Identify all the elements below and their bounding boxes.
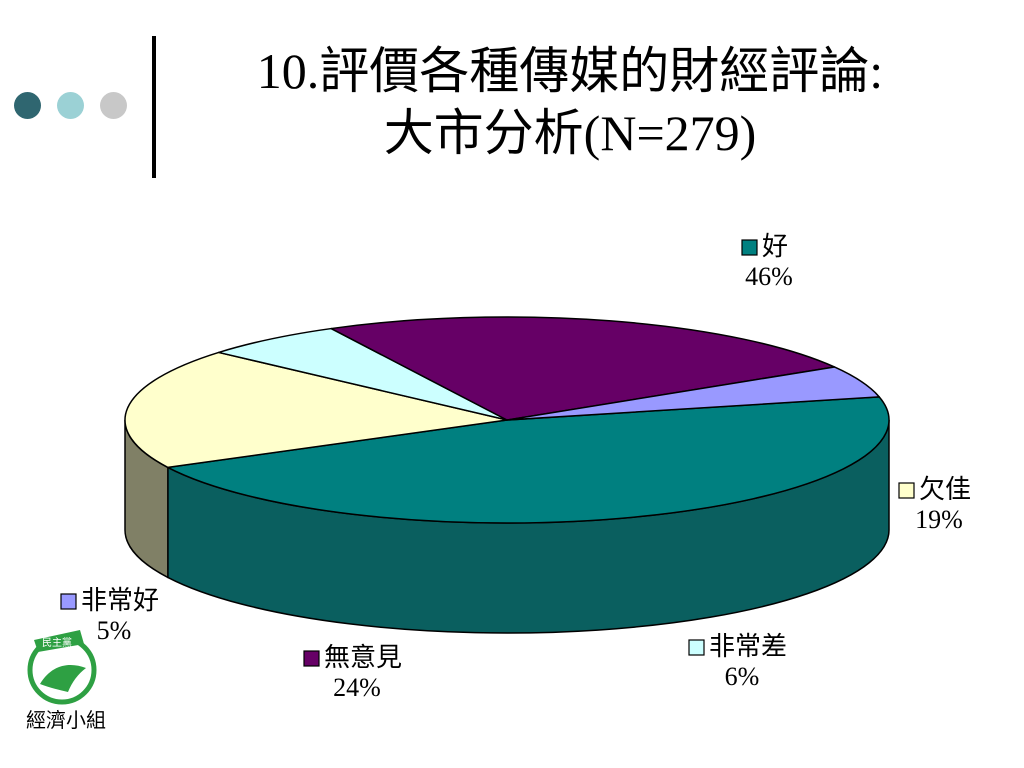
legend-value-2: 6% — [725, 662, 760, 691]
legend-swatch-0 — [741, 239, 758, 256]
dot-light — [57, 92, 84, 119]
logo-banner — [34, 630, 84, 652]
legend-label-0: 好 — [762, 232, 788, 261]
dot-gray — [100, 92, 127, 119]
title-divider — [152, 36, 156, 178]
pie-slice-2 — [217, 327, 508, 421]
slide-title: 10.評價各種傳媒的財經評論: 大市分析(N=279) — [160, 40, 980, 164]
legend-value-4: 5% — [97, 616, 132, 645]
legend-swatch-2 — [688, 639, 705, 656]
legend-value-0: 46% — [745, 262, 793, 291]
legend-value-3: 24% — [333, 673, 381, 702]
legend-swatch-3 — [303, 650, 320, 667]
legend-value-1: 19% — [915, 505, 963, 534]
legend-swatch-1 — [898, 482, 915, 499]
legend-swatch-4 — [60, 593, 77, 610]
logo-caption: 經濟小組 — [26, 708, 106, 732]
legend-label-2: 非常差 — [709, 632, 787, 661]
legend-label-1: 欠佳 — [919, 475, 971, 504]
pie-slice-3 — [330, 316, 836, 421]
logo-text: 民主黨 — [42, 636, 72, 649]
dot-dark — [14, 92, 41, 119]
party-logo: 民主黨 — [27, 630, 97, 705]
legend-label-4: 非常好 — [81, 586, 159, 615]
dove-icon — [40, 665, 86, 692]
pie-slice-0 — [167, 396, 890, 524]
title-line-2: 大市分析(N=279) — [383, 105, 757, 161]
pie-slice-4 — [506, 366, 880, 421]
title-line-1: 10.評價各種傳媒的財經評論: — [256, 43, 884, 99]
decorative-dots — [14, 92, 127, 119]
legend-label-3: 無意見 — [324, 643, 402, 672]
pie-slice-1 — [124, 351, 508, 469]
